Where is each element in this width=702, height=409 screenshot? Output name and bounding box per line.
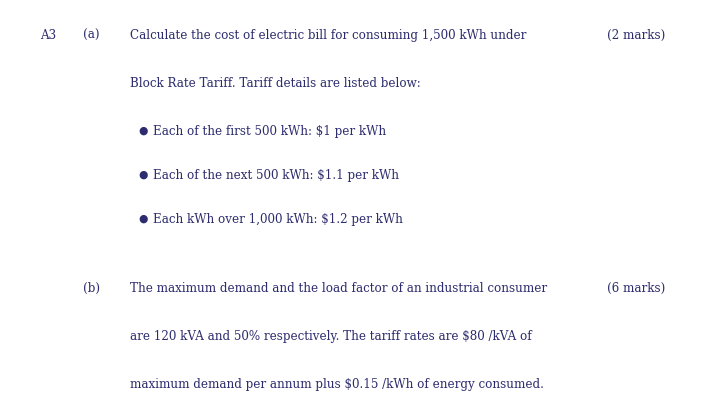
Text: (a): (a): [83, 29, 100, 42]
Text: Each of the first 500 kWh: $1 per kWh: Each of the first 500 kWh: $1 per kWh: [153, 125, 386, 138]
Text: ●: ●: [138, 213, 147, 223]
Text: are 120 kVA and 50% respectively. The tariff rates are $80 /kVA of: are 120 kVA and 50% respectively. The ta…: [130, 330, 531, 343]
Text: Calculate the cost of electric bill for consuming 1,500 kWh under: Calculate the cost of electric bill for …: [130, 29, 526, 42]
Text: maximum demand per annum plus $0.15 /kWh of energy consumed.: maximum demand per annum plus $0.15 /kWh…: [130, 378, 544, 391]
Text: (b): (b): [83, 282, 100, 295]
Text: Block Rate Tariff. Tariff details are listed below:: Block Rate Tariff. Tariff details are li…: [130, 77, 420, 90]
Text: Each of the next 500 kWh: $1.1 per kWh: Each of the next 500 kWh: $1.1 per kWh: [153, 169, 399, 182]
Text: (6 marks): (6 marks): [607, 282, 665, 295]
Text: ●: ●: [138, 169, 147, 179]
Text: A3: A3: [40, 29, 56, 42]
Text: Each kWh over 1,000 kWh: $1.2 per kWh: Each kWh over 1,000 kWh: $1.2 per kWh: [153, 213, 403, 227]
Text: (2 marks): (2 marks): [607, 29, 665, 42]
Text: ●: ●: [138, 125, 147, 135]
Text: The maximum demand and the load factor of an industrial consumer: The maximum demand and the load factor o…: [130, 282, 547, 295]
